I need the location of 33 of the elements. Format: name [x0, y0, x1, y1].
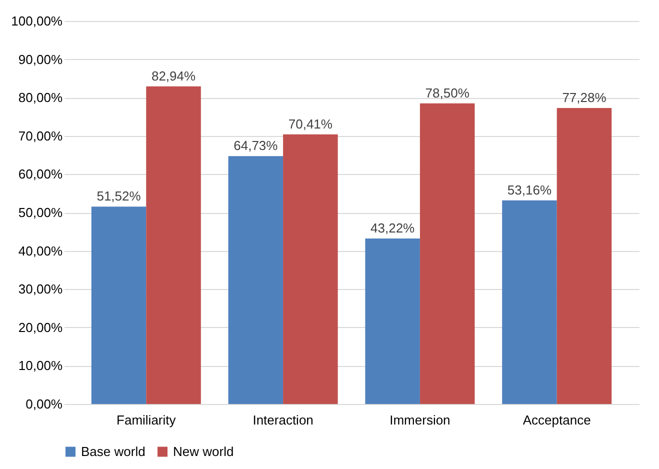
data-label: 78,50%	[425, 85, 470, 100]
data-label: 51,52%	[96, 188, 142, 204]
y-tick-label: 0,00%	[26, 396, 63, 412]
y-tick-label: 60,00%	[18, 166, 63, 182]
data-label: 53,16%	[507, 182, 552, 198]
bar	[420, 103, 475, 404]
data-label: 82,94%	[151, 68, 196, 84]
y-tick-label: 90,00%	[18, 52, 63, 67]
x-tick-label: Acceptance	[522, 412, 591, 428]
data-label: 43,22%	[370, 220, 416, 236]
bar	[91, 206, 146, 404]
data-label: 70,41%	[288, 116, 333, 132]
y-tick-label: 50,00%	[18, 205, 63, 220]
bar	[228, 156, 284, 404]
legend-label: New world	[173, 444, 234, 459]
x-tick-label: Familiarity	[116, 412, 176, 428]
data-label: 77,28%	[562, 90, 607, 106]
bar	[283, 134, 338, 404]
y-tick-label: 40,00%	[18, 243, 63, 258]
y-tick-label: 70,00%	[18, 128, 63, 144]
bar	[365, 238, 420, 404]
y-tick-label: 80,00%	[18, 90, 63, 106]
y-tick-label: 30,00%	[18, 282, 63, 297]
bar	[146, 86, 201, 404]
y-tick-label: 100,00%	[11, 14, 63, 28]
bar	[502, 200, 557, 404]
bar	[556, 108, 612, 404]
data-label: 64,73%	[234, 138, 278, 154]
legend-label: Base world	[81, 444, 146, 459]
y-tick-label: 10,00%	[18, 358, 63, 374]
x-tick-label: Interaction	[252, 412, 314, 428]
x-tick-label: Immersion	[390, 412, 450, 428]
y-tick-label: 20,00%	[18, 320, 63, 335]
